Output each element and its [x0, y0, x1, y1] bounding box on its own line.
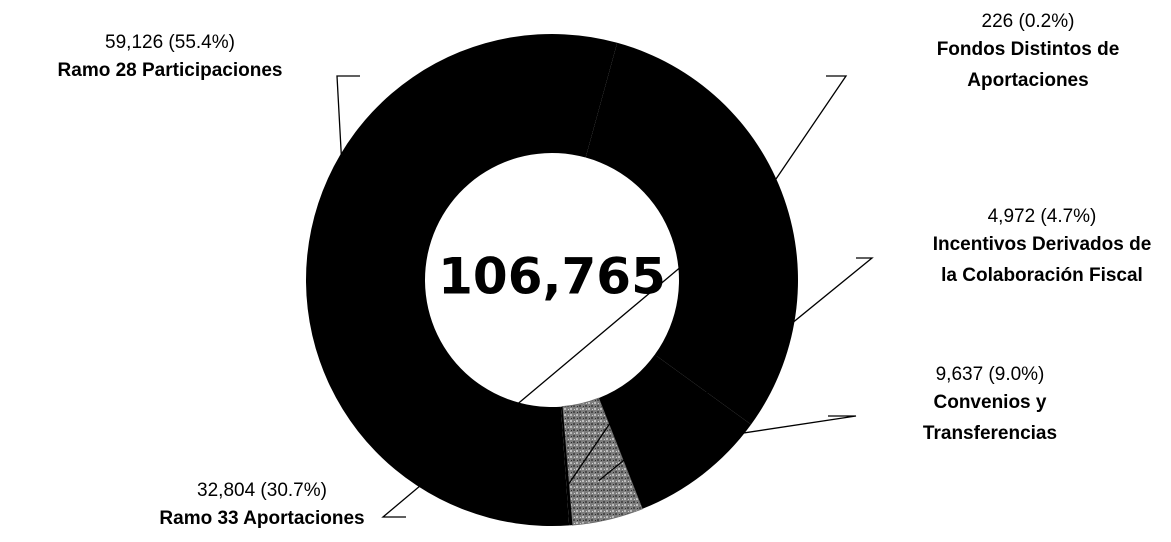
- category-label-ramo-33-aportaciones: Ramo 33 Aportaciones: [159, 508, 364, 529]
- leader-line-incentivos-derivados-de-la-colaboracion-fiscal: [598, 257, 874, 482]
- category-label-convenios-y-transferencias-line-1: Convenios y: [934, 392, 1047, 413]
- category-label-fondos-distintos-de-aportaciones-line-1: Fondos Distintos de: [937, 39, 1120, 60]
- slice-labels: 59,126 (55.4%) Ramo 28 Participaciones 32,…: [58, 11, 1152, 529]
- slice-incentivos-derivados-de-la-colaboracion-fiscal: [562, 397, 643, 526]
- donut-slices: [305, 33, 798, 527]
- slice-ramo-33-aportaciones: [585, 42, 798, 425]
- leader-line-convenios-y-transferencias: [678, 415, 857, 444]
- value-label-ramo-33-aportaciones: 32,804 (30.7%): [197, 480, 327, 501]
- slice-ramo-28-participaciones: [305, 33, 618, 527]
- leader-line-ramo-28-participaciones: [336, 75, 360, 260]
- category-label-convenios-y-transferencias-line-2: Transferencias: [923, 423, 1057, 444]
- value-label-fondos-distintos-de-aportaciones: 226 (0.2%): [982, 11, 1075, 32]
- leader-lines: [336, 75, 874, 518]
- value-label-convenios-y-transferencias: 9,637 (9.0%): [936, 364, 1045, 385]
- center-total: 106,765: [438, 248, 666, 306]
- category-label-fondos-distintos-de-aportaciones-line-2: Aportaciones: [967, 70, 1088, 91]
- category-label-ramo-28-participaciones: Ramo 28 Participaciones: [58, 60, 283, 81]
- category-label-incentivos-derivados-de-la-colaboracion-fiscal-line-2: la Colaboración Fiscal: [941, 265, 1143, 286]
- slice-convenios-y-transferencias: [598, 354, 752, 509]
- value-label-incentivos-derivados-de-la-colaboracion-fiscal: 4,972 (4.7%): [988, 206, 1097, 227]
- category-label-incentivos-derivados-de-la-colaboracion-fiscal-line-1: Incentivos Derivados de: [933, 234, 1152, 255]
- leader-line-fondos-distintos-de-aportaciones: [567, 75, 848, 486]
- value-label-ramo-28-participaciones: 59,126 (55.4%): [105, 32, 235, 53]
- slice-fondos-distintos-de-aportaciones: [560, 406, 573, 526]
- leader-line-ramo-33-aportaciones: [381, 211, 747, 518]
